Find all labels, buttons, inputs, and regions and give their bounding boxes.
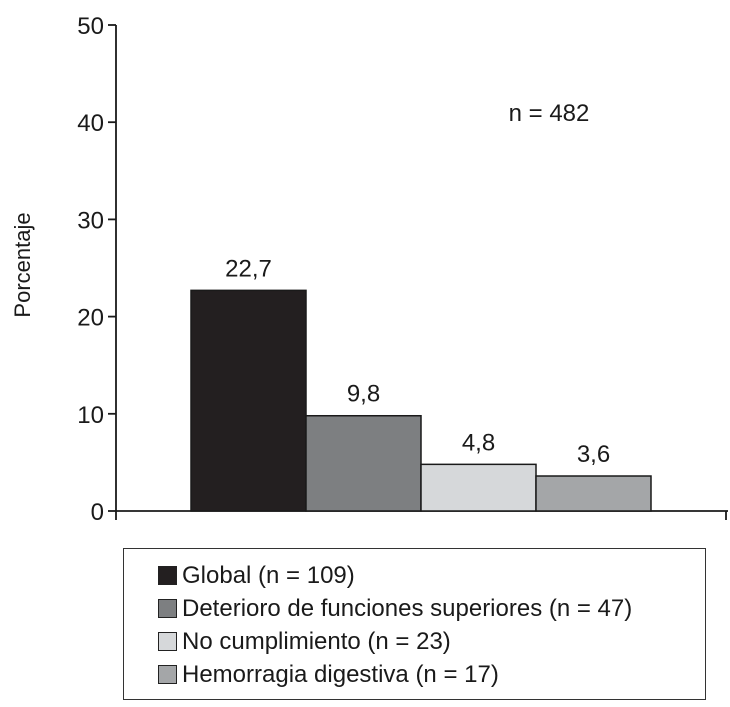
- bar: [420, 463, 537, 512]
- bar: [535, 475, 652, 512]
- bar-value-label: 3,6: [577, 441, 610, 468]
- sample-size-annotation: n = 482: [509, 100, 590, 127]
- bar-value-label: 22,7: [225, 255, 272, 282]
- legend: Global (n = 109) Deterioro de funciones s…: [123, 548, 706, 700]
- bar-value-label: 9,8: [347, 381, 380, 408]
- bars: [190, 289, 652, 512]
- legend-item: Global (n = 109): [158, 559, 705, 592]
- bar-chart: 0 10 20 30 40 50 22,7 9,8 4,8 3,6 Porcentaje n =…: [10, 13, 728, 526]
- legend-label: Deterioro de funciones superiores (n = 4…: [182, 594, 633, 622]
- legend-label: Hemorragia digestiva (n = 17): [182, 660, 499, 688]
- x-axis: [115, 510, 728, 520]
- bar: [305, 414, 422, 512]
- y-tick-label: 30: [77, 207, 104, 234]
- bar: [190, 289, 307, 512]
- y-tick-label: 0: [91, 499, 104, 526]
- y-axis: 0 10 20 30 40 50: [77, 13, 117, 526]
- legend-label: No cumplimiento (n = 23): [182, 627, 451, 655]
- legend-swatch: [158, 566, 177, 585]
- y-tick-label: 40: [77, 110, 104, 137]
- legend-swatch: [158, 665, 177, 684]
- bar-value-labels: 22,7 9,8 4,8 3,6: [225, 255, 610, 468]
- y-axis-title: Porcentaje: [10, 212, 35, 317]
- y-tick-label: 10: [77, 402, 104, 429]
- legend-swatch: [158, 632, 177, 651]
- legend-swatch: [158, 599, 177, 618]
- legend-label: Global (n = 109): [182, 561, 355, 589]
- legend-item: Hemorragia digestiva (n = 17): [158, 658, 705, 691]
- y-tick-label: 20: [77, 305, 104, 332]
- legend-item: No cumplimiento (n = 23): [158, 625, 705, 658]
- bar-value-label: 4,8: [462, 429, 495, 456]
- legend-item: Deterioro de funciones superiores (n = 4…: [158, 592, 705, 625]
- y-tick-label: 50: [77, 13, 104, 40]
